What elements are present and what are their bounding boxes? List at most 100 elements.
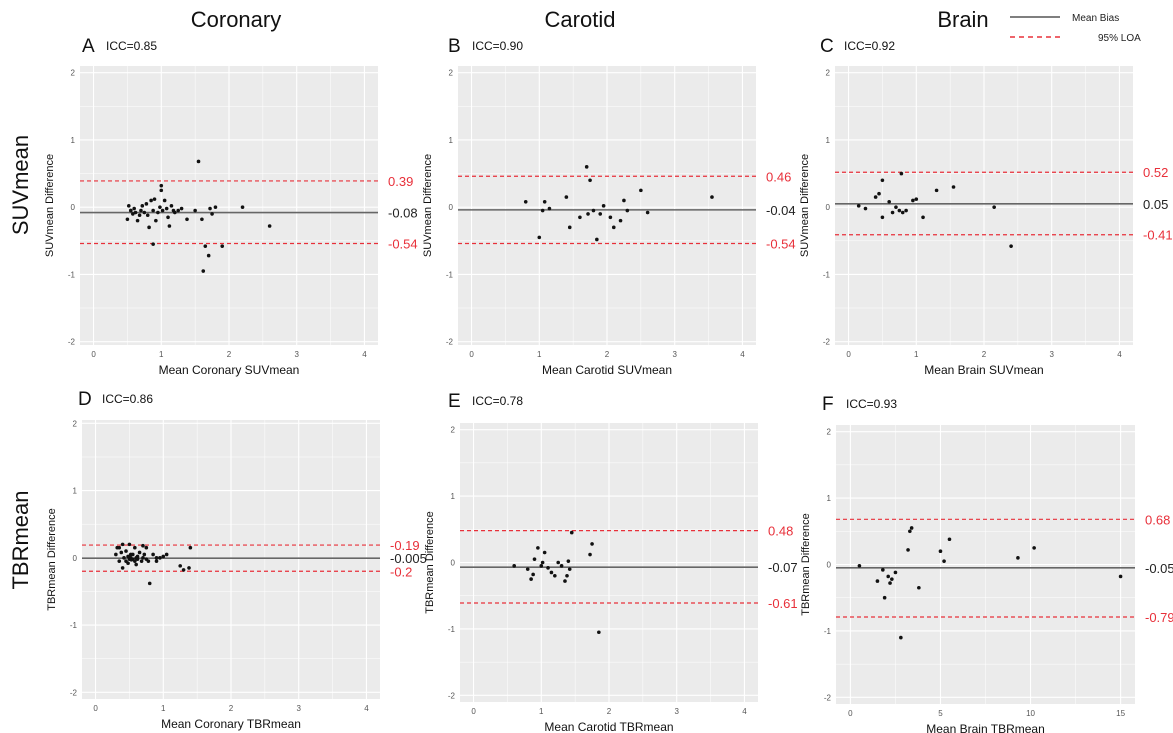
panel-b-data-point <box>578 215 582 220</box>
panel-f-data-point <box>881 568 885 572</box>
panel-a-data-point <box>152 197 157 201</box>
panel-f-icc: ICC=0.93 <box>846 397 897 411</box>
panel-d-data-point <box>122 556 126 560</box>
panel-a-data-point <box>220 244 225 248</box>
panel-d-x-tick-label: 4 <box>364 704 369 713</box>
panel-f-data-point <box>882 595 887 600</box>
panel-e-data-point <box>536 546 540 550</box>
panel-a-y-tick-label: 1 <box>71 136 76 145</box>
panel-c-data-point <box>1009 244 1013 248</box>
panel-c-y-tick-label: 1 <box>826 136 831 145</box>
panel-d-loa-upper-label: -0.19 <box>390 538 420 553</box>
panel-c: 0 1 2 3 4 -2 -1 0 1 2 0.52 0.05 -0.41 C ICC=0.92 Mean B… <box>799 36 1173 377</box>
panel-f-data-point <box>1016 556 1020 560</box>
panel-d-data-point <box>178 564 183 568</box>
panel-b-x-tick-label: 1 <box>537 350 542 359</box>
panel-d-loa-lower-label: -0.2 <box>390 564 412 579</box>
panel-c-data-point <box>887 200 891 204</box>
panel-f-x-tick-label: 0 <box>848 709 853 718</box>
panel-c-data-point <box>951 185 956 189</box>
panel-d-data-point <box>181 568 186 572</box>
panel-a: 0 1 2 3 4 -2 -1 0 1 2 0.39 -0.08 -0.54 A ICC=0.85 Mean … <box>44 36 418 377</box>
panel-e-y-tick-label: 0 <box>451 559 456 568</box>
panel-f-x-axis-title: Mean Brain TBRmean <box>926 722 1045 733</box>
panel-d-data-point <box>135 557 140 561</box>
panel-b-data-point <box>586 212 590 216</box>
panel-d-x-tick-label: 1 <box>161 704 166 713</box>
panel-d-data-point <box>161 554 166 559</box>
panel-c-data-point <box>877 191 881 196</box>
panel-c-data-point <box>934 188 939 193</box>
panel-c-data-point <box>890 210 895 215</box>
panel-b: 0 1 2 3 4 -2 -1 0 1 2 0.46 -0.04 -0.54 B ICC=0.90 Mean … <box>422 36 796 377</box>
panel-d-data-point <box>124 559 128 563</box>
panel-e-data-point <box>559 564 564 568</box>
row-label-tbrmean: TBRmean <box>8 490 33 589</box>
panel-f-data-point <box>875 579 880 583</box>
panel-a-y-tick-label: -1 <box>68 270 76 279</box>
panel-a-data-point <box>200 217 204 222</box>
panel-d-data-point <box>158 556 162 560</box>
panel-b-data-point <box>645 210 650 215</box>
panel-e-data-point <box>529 577 533 581</box>
panel-d-data-point <box>146 559 151 563</box>
panel-e-x-tick-label: 3 <box>675 707 680 716</box>
panel-a-data-point <box>201 269 206 273</box>
panel-e-data-point <box>590 542 594 546</box>
panel-d-x-tick-label: 3 <box>297 704 302 713</box>
panel-b-icc: ICC=0.90 <box>472 39 523 53</box>
panel-a-y-tick-label: 2 <box>71 69 76 78</box>
panel-d-data-point <box>154 556 159 560</box>
panel-c-y-axis-title: SUVmean Difference <box>799 154 811 257</box>
panel-f-y-tick-label: 2 <box>827 428 832 437</box>
panel-f-data-point <box>908 529 912 534</box>
panel-e-data-point <box>588 552 592 557</box>
panel-e-x-tick-label: 2 <box>607 707 612 716</box>
panel-a-y-axis-title: SUVmean Difference <box>44 154 56 257</box>
panel-e-bias-label: -0.07 <box>768 560 798 575</box>
panel-d-data-point <box>127 542 132 547</box>
panel-b-data-point <box>598 212 603 216</box>
panel-e-x-tick-label: 0 <box>471 707 476 716</box>
panel-a-data-point <box>173 210 177 215</box>
panel-a-data-point <box>158 205 162 209</box>
panel-e-x-tick-label: 1 <box>539 707 544 716</box>
panel-e-letter: E <box>448 391 461 412</box>
panel-b-y-tick-label: 0 <box>449 203 454 212</box>
panel-f-y-tick-label: 1 <box>827 494 832 503</box>
panel-b-bias-label: -0.04 <box>766 203 796 218</box>
panel-d-y-tick-label: 2 <box>73 419 78 428</box>
panel-b-data-point <box>537 235 542 240</box>
panel-a-data-point <box>208 206 212 211</box>
panel-f-data-point <box>942 559 946 563</box>
panel-a-data-point <box>156 210 160 215</box>
panel-a-data-point <box>137 213 142 218</box>
panel-f-data-point <box>906 548 910 552</box>
panel-d-y-axis-title: TBRmean Difference <box>46 508 58 611</box>
panel-a-data-point <box>167 224 172 228</box>
panel-c-data-point <box>921 215 925 220</box>
column-header-carotid: Carotid <box>545 7 616 32</box>
panel-a-data-point <box>140 204 145 208</box>
panel-b-y-tick-label: -1 <box>446 270 454 279</box>
panel-c-data-point <box>914 197 919 201</box>
panel-c-icc: ICC=0.92 <box>844 39 895 53</box>
panel-e-data-point <box>525 567 530 571</box>
panel-f-x-tick-label: 5 <box>938 709 943 718</box>
panel-e-data-point <box>531 572 535 577</box>
panel-b-data-point <box>567 225 572 230</box>
panel-c-data-point <box>880 178 885 183</box>
panel-c-data-point <box>904 208 908 213</box>
panel-c-data-point <box>992 205 996 209</box>
panel-e: 0 1 2 3 4 -2 -1 0 1 2 0.48 -0.07 -0.61 E ICC=0.78 Mean … <box>424 391 798 733</box>
panel-f-bias-label: -0.05 <box>1145 561 1173 576</box>
panel-e-data-point <box>539 564 544 568</box>
panel-a-data-point <box>149 198 153 203</box>
panel-d-data-point <box>147 581 152 586</box>
panel-e-x-axis-title: Mean Carotid TBRmean <box>544 720 673 733</box>
panel-a-data-point <box>132 206 136 211</box>
legend-loa-label: 95% LOA <box>1098 33 1141 44</box>
panel-d-data-point <box>119 550 124 555</box>
panel-a-data-point <box>126 204 131 208</box>
